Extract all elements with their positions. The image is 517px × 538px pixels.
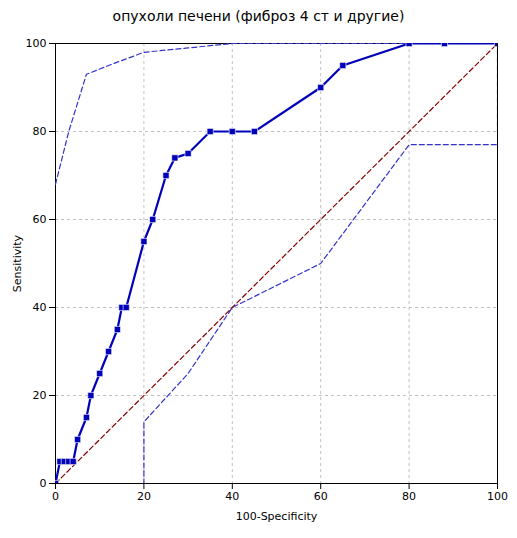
svg-text:80: 80 [402,490,416,503]
svg-text:40: 40 [33,301,47,314]
html-text:опухоли печени (фиброз 4 ст и: опухоли печени (фиброз 4 ст и другие) [112,8,405,24]
svg-text:100: 100 [487,490,508,503]
svg-text:20: 20 [137,490,151,503]
svg-text:60: 60 [314,490,328,503]
svg-text:80: 80 [33,125,47,138]
svg-text:0: 0 [40,477,47,490]
svg-text:60: 60 [33,213,47,226]
svg-text:100: 100 [26,37,47,50]
svg-text:Sensitivity: Sensitivity [11,234,24,292]
svg-text:0: 0 [52,490,59,503]
svg-text:100-Specificity: 100-Specificity [236,510,318,523]
svg-text:20: 20 [33,389,47,402]
svg-text:40: 40 [225,490,239,503]
